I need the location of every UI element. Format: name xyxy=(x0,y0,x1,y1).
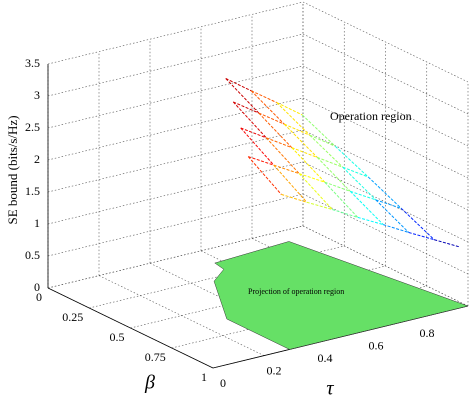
x-tick-label: 0 xyxy=(220,376,226,390)
surface xyxy=(225,78,460,248)
mesh-segment xyxy=(251,90,277,104)
projection-label: Projection of operation region xyxy=(248,287,344,296)
mesh-segment xyxy=(301,114,336,147)
x-tick-label: 0.6 xyxy=(369,339,384,353)
y-tick-label: 0.25 xyxy=(62,310,83,324)
grid-line xyxy=(47,129,304,193)
x-tick-label: 0.8 xyxy=(420,326,435,340)
mesh-segment xyxy=(291,147,326,183)
surface-label: Operation region xyxy=(330,109,412,123)
mesh-segment xyxy=(349,190,384,225)
mesh-segment xyxy=(367,176,402,209)
y-tick-label: 0.5 xyxy=(110,330,125,344)
y-axis-label: β xyxy=(144,372,155,394)
y-axis xyxy=(47,287,214,369)
mesh-segment xyxy=(342,166,369,178)
grid-line xyxy=(47,97,304,161)
z-tick-label: 1 xyxy=(34,216,40,230)
labels: 00.511.522.533.500.20.40.60.8100.250.50.… xyxy=(25,56,435,390)
projection-region xyxy=(213,241,469,350)
y-tick-label: 0.75 xyxy=(145,350,166,364)
mesh-segment xyxy=(291,147,318,158)
mesh-segment xyxy=(316,157,351,192)
mesh-segment xyxy=(375,199,410,233)
z-tick-label: 2.5 xyxy=(25,120,40,134)
z-tick-label: 2 xyxy=(34,152,40,166)
mesh-segment xyxy=(250,90,285,125)
mesh-segment xyxy=(276,102,311,136)
mesh-segment xyxy=(317,156,343,168)
z-tick-label: 3 xyxy=(34,88,40,102)
mesh-segment xyxy=(273,164,308,203)
grid-line xyxy=(47,33,304,97)
grid xyxy=(47,1,469,369)
mesh-segment xyxy=(225,78,252,92)
mesh-segment xyxy=(240,127,267,139)
mesh-segment xyxy=(408,231,435,241)
z-axis-label: SE bound (bits/s/Hz) xyxy=(5,115,20,224)
mesh-segment xyxy=(225,78,260,114)
grid-line xyxy=(47,1,304,65)
mesh-segment xyxy=(233,101,259,114)
grid-line xyxy=(302,33,469,115)
grid-line xyxy=(302,97,469,179)
mesh-segment xyxy=(309,134,336,147)
mesh-segment xyxy=(276,102,303,116)
mesh-segment xyxy=(283,123,318,158)
grid-line xyxy=(302,65,469,147)
mesh-segment xyxy=(258,112,285,125)
grid-line xyxy=(302,1,469,83)
z-tick-label: 1.5 xyxy=(25,184,40,198)
mesh-segment xyxy=(232,101,267,139)
x-axis-label: τ xyxy=(326,378,334,400)
mesh-segment xyxy=(266,137,292,149)
mesh-segment xyxy=(342,166,377,201)
z-tick-label: 0.5 xyxy=(25,248,40,262)
mesh-segment xyxy=(247,156,282,195)
mesh-segment xyxy=(434,239,460,248)
y-tick-label: 0 xyxy=(36,290,42,304)
mesh-segment xyxy=(265,137,300,174)
grid-line xyxy=(47,161,304,225)
mesh-segment xyxy=(400,207,435,241)
mesh-segment xyxy=(258,112,293,148)
projection xyxy=(213,241,469,350)
x-tick-label: 0.2 xyxy=(267,363,282,377)
x-tick-label: 0.4 xyxy=(318,351,333,365)
mesh-segment xyxy=(298,173,333,210)
y-tick-label: 1 xyxy=(201,370,207,384)
grid-line xyxy=(98,275,265,356)
z-tick-label: 3.5 xyxy=(25,56,40,70)
z-tick-label: 0 xyxy=(34,280,40,294)
grid-line xyxy=(47,193,304,257)
mesh-segment xyxy=(334,145,369,178)
mesh-segment xyxy=(309,134,344,168)
mesh-segment xyxy=(324,181,359,218)
mesh-segment xyxy=(240,127,275,166)
mesh-segment xyxy=(324,181,351,192)
mesh-segment xyxy=(281,193,307,203)
mesh-segment xyxy=(284,123,310,136)
